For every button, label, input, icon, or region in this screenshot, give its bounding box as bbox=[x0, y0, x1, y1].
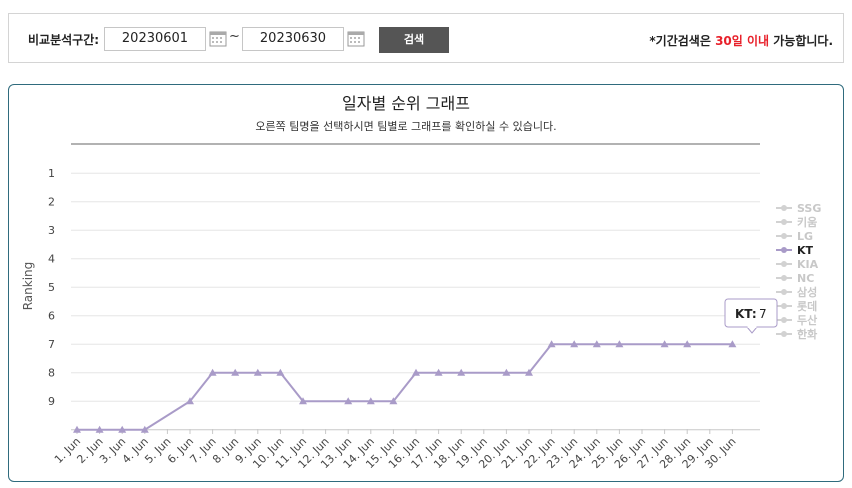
legend-item-키움[interactable]: 키움 bbox=[797, 215, 817, 229]
data-point[interactable] bbox=[615, 340, 624, 348]
data-point[interactable] bbox=[253, 368, 262, 376]
data-point[interactable] bbox=[728, 340, 737, 348]
legend-item-KT[interactable]: KT bbox=[797, 244, 814, 257]
legend-item-삼성[interactable]: 삼성 bbox=[797, 285, 817, 299]
calendar-icon[interactable] bbox=[347, 29, 365, 47]
data-point[interactable] bbox=[389, 397, 398, 405]
legend-item-롯데[interactable]: 롯데 bbox=[797, 299, 817, 313]
data-point[interactable] bbox=[660, 340, 669, 348]
y-tick-label: 2 bbox=[48, 196, 55, 209]
legend-item-한화[interactable]: 한화 bbox=[797, 327, 817, 341]
legend-marker[interactable] bbox=[781, 261, 787, 267]
legend-marker[interactable] bbox=[781, 275, 787, 281]
range-separator: ~ bbox=[229, 29, 240, 44]
data-point[interactable] bbox=[73, 425, 81, 433]
data-point[interactable] bbox=[592, 340, 601, 348]
data-point[interactable] bbox=[276, 368, 285, 376]
search-bar: 비교분석구간: 20230601 ~ 20230630 검색 *기간검색은 30… bbox=[8, 13, 844, 63]
y-tick-label: 9 bbox=[48, 395, 55, 408]
legend-marker[interactable] bbox=[781, 331, 787, 337]
note-suffix: 가능합니다. bbox=[769, 34, 833, 48]
legend-item-두산[interactable]: 두산 bbox=[797, 313, 817, 327]
tooltip-value: 7 bbox=[759, 307, 767, 321]
legend-marker[interactable] bbox=[781, 205, 787, 211]
note-highlight: 30일 이내 bbox=[715, 34, 770, 48]
data-point[interactable] bbox=[434, 368, 443, 376]
legend-marker[interactable] bbox=[781, 303, 787, 309]
data-point[interactable] bbox=[208, 368, 217, 376]
data-point[interactable] bbox=[140, 425, 149, 433]
legend-item-SSG[interactable]: SSG bbox=[797, 202, 821, 215]
y-tick-label: 8 bbox=[48, 367, 55, 380]
tooltip-label: KT: bbox=[735, 307, 757, 321]
y-tick-label: 5 bbox=[48, 281, 55, 294]
series-line-KT[interactable] bbox=[77, 343, 733, 431]
data-point[interactable] bbox=[570, 340, 579, 348]
data-point[interactable] bbox=[457, 368, 466, 376]
legend-item-LG[interactable]: LG bbox=[797, 230, 813, 243]
legend-item-KIA[interactable]: KIA bbox=[797, 258, 819, 271]
data-point[interactable] bbox=[412, 368, 420, 376]
y-tick-label: 1 bbox=[48, 167, 55, 180]
data-point[interactable] bbox=[683, 340, 692, 348]
y-tick-label: 6 bbox=[48, 310, 55, 323]
data-point[interactable] bbox=[547, 340, 556, 348]
legend-marker[interactable] bbox=[781, 289, 787, 295]
calendar-icon[interactable] bbox=[209, 29, 227, 47]
y-tick-label: 3 bbox=[48, 224, 55, 237]
legend-marker[interactable] bbox=[781, 247, 787, 253]
chart-subtitle: 오른쪽 팀명을 선택하시면 팀별로 그래프를 확인하실 수 있습니다. bbox=[255, 119, 556, 133]
period-label: 비교분석구간: bbox=[28, 33, 100, 47]
legend-marker[interactable] bbox=[781, 219, 787, 225]
note-prefix: *기간검색은 bbox=[649, 34, 716, 48]
data-point[interactable] bbox=[344, 397, 353, 405]
end-date-input[interactable]: 20230630 bbox=[242, 27, 344, 51]
legend-marker[interactable] bbox=[781, 233, 787, 239]
y-tick-label: 4 bbox=[48, 253, 55, 266]
y-tick-label: 7 bbox=[48, 338, 55, 351]
data-point[interactable] bbox=[118, 425, 127, 433]
legend-marker[interactable] bbox=[781, 317, 787, 323]
data-point[interactable] bbox=[231, 368, 240, 376]
data-point[interactable] bbox=[95, 425, 104, 433]
data-point[interactable] bbox=[366, 397, 375, 405]
y-axis-label: Ranking bbox=[21, 262, 35, 311]
data-point[interactable] bbox=[299, 397, 307, 405]
start-date-input[interactable]: 20230601 bbox=[104, 27, 206, 51]
data-point[interactable] bbox=[186, 397, 194, 405]
data-point[interactable] bbox=[525, 368, 533, 376]
data-point[interactable] bbox=[502, 368, 511, 376]
chart-title: 일자별 순위 그래프 bbox=[342, 94, 470, 113]
legend-item-NC[interactable]: NC bbox=[797, 272, 814, 285]
search-button[interactable]: 검색 bbox=[379, 27, 449, 53]
chart-container bbox=[8, 84, 844, 482]
period-note: *기간검색은 30일 이내 가능합니다. bbox=[649, 32, 833, 49]
